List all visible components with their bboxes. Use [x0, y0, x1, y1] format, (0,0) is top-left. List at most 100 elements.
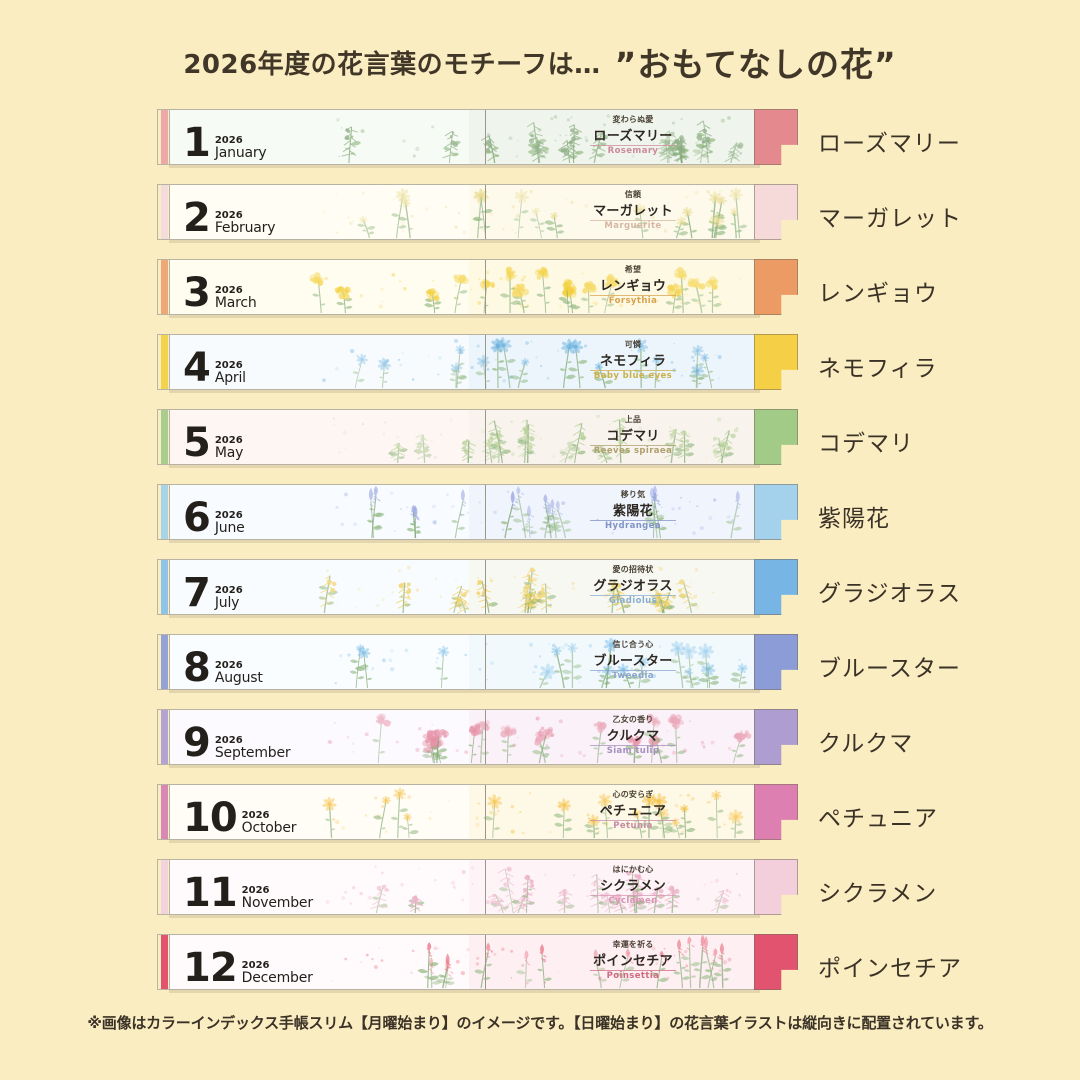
month-row[interactable]: 7 2026 July 愛の招待状 グラジオラス Gladiolus グラジオラス	[0, 553, 1080, 628]
color-index-tab[interactable]	[754, 184, 798, 240]
strip-shadow	[169, 840, 760, 843]
planner-page[interactable]: 8 2026 August 信じ合う心 ブルースター Tweedia	[169, 634, 756, 690]
month-year: 2026	[241, 885, 270, 896]
planner-page[interactable]: 1 2026 January 変わらぬ愛 ローズマリー Rosemary	[169, 109, 756, 165]
flower-motto: はにかむ心	[612, 865, 654, 874]
planner-strip[interactable]: 6 2026 June 移り気 紫陽花 Hydrangea	[157, 484, 798, 543]
strip-shadow	[169, 615, 760, 618]
planner-page[interactable]: 2 2026 February 信頼 マーガレット Marguerite	[169, 184, 756, 240]
page-fold-divider	[485, 485, 486, 539]
month-row[interactable]: 10 2026 October 心の安らぎ ペチュニア Petunia ペチュニア	[0, 778, 1080, 853]
flower-name-en: Petunia	[613, 821, 653, 831]
month-meta: 2026 March	[215, 285, 257, 311]
month-row[interactable]: 12 2026 December 幸運を祈る ポインセチア Poinsettia ポインセチ…	[0, 928, 1080, 1003]
planner-page[interactable]: 5 2026 May 上品 コデマリ Reeves spiraea	[169, 409, 756, 465]
color-index-tab[interactable]	[754, 409, 798, 465]
month-block: 5 2026 May	[183, 414, 243, 463]
color-index-tab[interactable]	[754, 109, 798, 165]
month-row[interactable]: 1 2026 January 変わらぬ愛 ローズマリー Rosemary ローズマリー	[0, 103, 1080, 178]
color-index-tab[interactable]	[754, 259, 798, 315]
month-year: 2026	[214, 210, 243, 221]
flower-name-badge: 信じ合う心 ブルースター Tweedia	[574, 640, 692, 682]
color-index-tab[interactable]	[754, 934, 798, 990]
color-index-tab[interactable]	[754, 334, 798, 390]
flower-label: ペチュニア	[818, 805, 938, 832]
planner-page[interactable]: 12 2026 December 幸運を祈る ポインセチア Poinsettia	[169, 934, 756, 990]
flower-name-badge: 乙女の香り クルクマ Siam tulip	[574, 715, 692, 757]
month-year: 2026	[214, 510, 243, 521]
flower-label: マーガレット	[818, 205, 962, 232]
month-number: 11	[183, 870, 238, 915]
color-index-tab[interactable]	[754, 559, 798, 615]
flower-name-badge: 希望 レンギョウ Forsythia	[574, 265, 692, 307]
flower-motto: 変わらぬ愛	[612, 115, 654, 124]
planner-strip[interactable]: 11 2026 November はにかむ心 シクラメン Cyclamen	[157, 859, 798, 918]
page-fold-divider	[485, 110, 486, 164]
page-fold-divider	[485, 410, 486, 464]
month-row[interactable]: 9 2026 September 乙女の香り クルクマ Siam tulip クルクマ	[0, 703, 1080, 778]
flower-name-badge: 幸運を祈る ポインセチア Poinsettia	[574, 940, 692, 982]
flower-name-rule	[590, 445, 676, 446]
planner-page[interactable]: 7 2026 July 愛の招待状 グラジオラス Gladiolus	[169, 559, 756, 615]
flower-name-jp: ローズマリー	[593, 129, 673, 144]
flower-name-en: Cyclamen	[608, 896, 658, 906]
planner-strip[interactable]: 7 2026 July 愛の招待状 グラジオラス Gladiolus	[157, 559, 798, 618]
flower-name-jp: ポインセチア	[593, 954, 673, 969]
planner-strip[interactable]: 1 2026 January 変わらぬ愛 ローズマリー Rosemary	[157, 109, 798, 168]
color-index-tab[interactable]	[754, 709, 798, 765]
planner-strip[interactable]: 2 2026 February 信頼 マーガレット Marguerite	[157, 184, 798, 243]
planner-page[interactable]: 9 2026 September 乙女の香り クルクマ Siam tulip	[169, 709, 756, 765]
month-block: 9 2026 September	[183, 714, 291, 763]
planner-page[interactable]: 11 2026 November はにかむ心 シクラメン Cyclamen	[169, 859, 756, 915]
month-year: 2026	[214, 735, 243, 746]
planner-page[interactable]: 6 2026 June 移り気 紫陽花 Hydrangea	[169, 484, 756, 540]
flower-label: ポインセチア	[818, 955, 962, 982]
planner-page[interactable]: 4 2026 April 可憐 ネモフィラ Baby blue eyes	[169, 334, 756, 390]
flower-name-jp: シクラメン	[599, 879, 667, 894]
planner-strip[interactable]: 8 2026 August 信じ合う心 ブルースター Tweedia	[157, 634, 798, 693]
month-meta: 2026 August	[215, 660, 263, 686]
page-fold-divider	[485, 185, 486, 239]
month-row[interactable]: 5 2026 May 上品 コデマリ Reeves spiraea コデマリ	[0, 403, 1080, 478]
month-name-en: September	[214, 745, 291, 761]
strip-shadow	[169, 765, 760, 768]
month-year: 2026	[214, 435, 243, 446]
month-meta: 2026 December	[242, 960, 313, 986]
month-row[interactable]: 3 2026 March 希望 レンギョウ Forsythia レンギョウ	[0, 253, 1080, 328]
color-index-tab[interactable]	[754, 634, 798, 690]
planner-strip[interactable]: 10 2026 October 心の安らぎ ペチュニア Petunia	[157, 784, 798, 843]
flower-name-en: Reeves spiraea	[593, 446, 673, 456]
planner-strip[interactable]: 5 2026 May 上品 コデマリ Reeves spiraea	[157, 409, 798, 468]
flower-name-rule	[590, 145, 676, 146]
month-year: 2026	[214, 660, 243, 671]
month-row[interactable]: 4 2026 April 可憐 ネモフィラ Baby blue eyes ネモフィラ	[0, 328, 1080, 403]
color-index-tab[interactable]	[754, 784, 798, 840]
month-meta: 2026 September	[215, 735, 291, 761]
flower-motto: 幸運を祈る	[612, 940, 654, 949]
color-index-tab[interactable]	[754, 859, 798, 915]
color-index-tab[interactable]	[754, 484, 798, 540]
strip-shadow	[169, 315, 760, 318]
month-name-en: April	[214, 370, 246, 386]
flower-name-en: Gladiolus	[608, 596, 658, 606]
flower-name-en: Forsythia	[608, 296, 658, 306]
flower-name-badge: 移り気 紫陽花 Hydrangea	[574, 490, 692, 532]
month-number: 1	[183, 120, 211, 165]
planner-page[interactable]: 3 2026 March 希望 レンギョウ Forsythia	[169, 259, 756, 315]
month-row[interactable]: 8 2026 August 信じ合う心 ブルースター Tweedia ブルースター	[0, 628, 1080, 703]
month-row[interactable]: 2 2026 February 信頼 マーガレット Marguerite マーガレット	[0, 178, 1080, 253]
planner-page[interactable]: 10 2026 October 心の安らぎ ペチュニア Petunia	[169, 784, 756, 840]
planner-strip[interactable]: 4 2026 April 可憐 ネモフィラ Baby blue eyes	[157, 334, 798, 393]
planner-strip[interactable]: 3 2026 March 希望 レンギョウ Forsythia	[157, 259, 798, 318]
strip-shadow	[169, 165, 760, 168]
page-fold-divider	[485, 335, 486, 389]
flower-name-badge: 変わらぬ愛 ローズマリー Rosemary	[574, 115, 692, 157]
flower-name-rule	[590, 295, 676, 296]
planner-strip[interactable]: 9 2026 September 乙女の香り クルクマ Siam tulip	[157, 709, 798, 768]
page-fold-divider	[485, 635, 486, 689]
flower-motto: 信頼	[624, 190, 642, 199]
month-year: 2026	[214, 360, 243, 371]
planner-strip[interactable]: 12 2026 December 幸運を祈る ポインセチア Poinsettia	[157, 934, 798, 993]
month-row[interactable]: 11 2026 November はにかむ心 シクラメン Cyclamen シクラメン	[0, 853, 1080, 928]
month-row[interactable]: 6 2026 June 移り気 紫陽花 Hydrangea 紫陽花	[0, 478, 1080, 553]
